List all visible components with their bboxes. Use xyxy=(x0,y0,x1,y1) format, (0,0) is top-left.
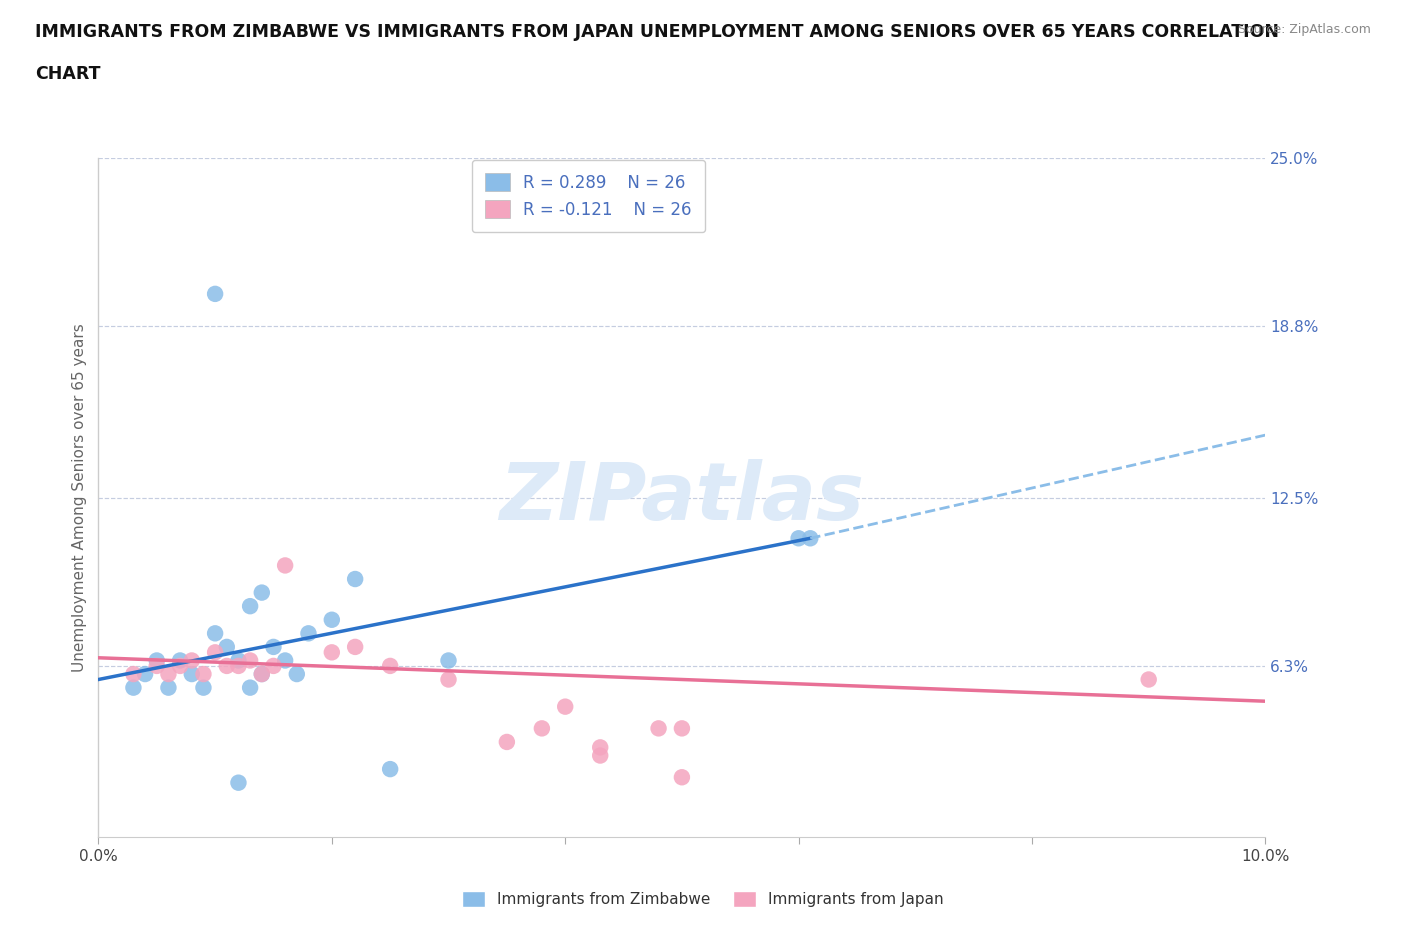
Point xyxy=(146,658,169,673)
Text: ZIPatlas: ZIPatlas xyxy=(499,458,865,537)
Point xyxy=(321,612,343,627)
Point xyxy=(122,667,145,682)
Point xyxy=(215,658,238,673)
Point xyxy=(378,762,402,777)
Point xyxy=(297,626,319,641)
Point xyxy=(180,667,202,682)
Point xyxy=(228,653,250,668)
Point xyxy=(239,653,262,668)
Point xyxy=(647,721,669,736)
Point xyxy=(285,667,308,682)
Point xyxy=(157,667,180,682)
Point xyxy=(228,776,250,790)
Point xyxy=(239,599,262,614)
Point xyxy=(193,667,215,682)
Point xyxy=(378,658,402,673)
Point xyxy=(437,672,460,687)
Legend: R = 0.289    N = 26, R = -0.121    N = 26: R = 0.289 N = 26, R = -0.121 N = 26 xyxy=(472,160,706,232)
Point xyxy=(169,653,191,668)
Point xyxy=(122,680,145,695)
Point xyxy=(1137,672,1160,687)
Point xyxy=(589,740,612,755)
Point xyxy=(274,653,297,668)
Point xyxy=(495,735,517,750)
Point xyxy=(554,699,576,714)
Point xyxy=(146,653,169,668)
Point xyxy=(169,658,191,673)
Point xyxy=(262,640,284,655)
Point xyxy=(787,531,810,546)
Legend: Immigrants from Zimbabwe, Immigrants from Japan: Immigrants from Zimbabwe, Immigrants fro… xyxy=(456,884,950,913)
Y-axis label: Unemployment Among Seniors over 65 years: Unemployment Among Seniors over 65 years xyxy=(72,324,87,671)
Point xyxy=(321,644,343,659)
Point xyxy=(215,640,238,655)
Text: Source: ZipAtlas.com: Source: ZipAtlas.com xyxy=(1237,23,1371,36)
Point xyxy=(250,667,273,682)
Point xyxy=(193,680,215,695)
Point xyxy=(262,658,284,673)
Point xyxy=(344,640,367,655)
Point xyxy=(204,286,226,301)
Point xyxy=(589,748,612,763)
Point xyxy=(228,658,250,673)
Point xyxy=(204,626,226,641)
Point xyxy=(671,770,693,785)
Point xyxy=(239,680,262,695)
Point xyxy=(250,667,273,682)
Point xyxy=(274,558,297,573)
Point xyxy=(204,644,226,659)
Point xyxy=(250,585,273,600)
Text: CHART: CHART xyxy=(35,65,101,83)
Point xyxy=(799,531,821,546)
Point xyxy=(134,667,156,682)
Point xyxy=(437,653,460,668)
Point xyxy=(180,653,202,668)
Point xyxy=(671,721,693,736)
Text: IMMIGRANTS FROM ZIMBABWE VS IMMIGRANTS FROM JAPAN UNEMPLOYMENT AMONG SENIORS OVE: IMMIGRANTS FROM ZIMBABWE VS IMMIGRANTS F… xyxy=(35,23,1279,41)
Point xyxy=(344,572,367,587)
Point xyxy=(157,680,180,695)
Point xyxy=(530,721,553,736)
